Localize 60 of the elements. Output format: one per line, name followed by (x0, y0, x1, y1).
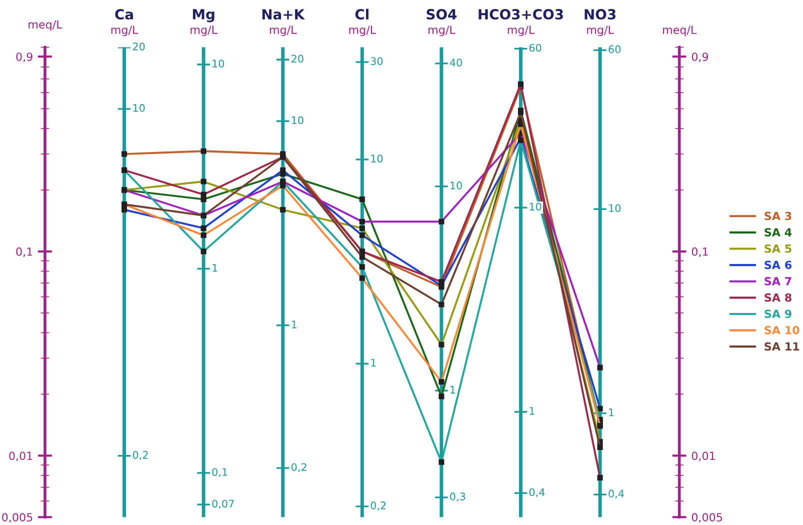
annotation: 0,1 (212, 468, 228, 478)
annotation: 0,07 (212, 500, 234, 509)
annotation: 40 (450, 58, 462, 66)
annotation: 60 (529, 44, 542, 52)
text: 0,9 (16, 52, 32, 62)
annotation: 1 (530, 407, 534, 415)
annotation: 1 (292, 320, 296, 328)
annotation: 1 (212, 264, 218, 272)
x-tick-label: SO4 (426, 9, 457, 20)
annotation: 1 (609, 408, 614, 416)
x-tick-label: Cl (355, 8, 368, 20)
annotation: 10 (609, 204, 621, 212)
text: 0,01 (9, 452, 32, 462)
legend-label: SA 7 (764, 277, 792, 286)
annotation: 10 (133, 104, 145, 112)
x-tick-label: Mg (192, 9, 214, 22)
annotation: 20 (292, 54, 304, 63)
annotation: 1 (450, 386, 456, 394)
x-tick-label: NO3 (584, 9, 616, 20)
text: 0,005 (2, 513, 32, 523)
text: 0,1 (16, 247, 32, 257)
y-tick-label: 0,9 (692, 52, 708, 62)
x-tick-label: Na+K (262, 9, 305, 20)
annotation: 10 (371, 154, 383, 163)
annotation: 60 (608, 45, 621, 54)
text: mg/L (508, 26, 535, 36)
legend-label: SA 4 (764, 228, 792, 236)
legend-label: SA 11 (764, 342, 800, 351)
annotation: 0,2 (132, 450, 148, 460)
annotation: 0,2 (370, 502, 386, 510)
annotation: 10 (450, 182, 462, 190)
text: mg/L (587, 26, 614, 36)
annotation: 20 (132, 42, 145, 50)
text: mg/L (428, 26, 456, 36)
legend-label: SA 8 (764, 293, 792, 302)
text: meq/L (28, 20, 62, 31)
text: mg/L (111, 26, 138, 36)
y-tick-label: 0,005 (692, 513, 722, 523)
text: mg/L (190, 26, 218, 36)
y-axis-title: meq/L (663, 26, 697, 36)
x-tick-label: HCO3+CO3 (478, 9, 563, 20)
y-tick-label: 0,01 (692, 452, 715, 462)
annotation: 0,3 (450, 492, 466, 502)
legend-label: SA 5 (764, 244, 792, 253)
annotation: 0,2 (291, 463, 306, 472)
annotation: 10 (292, 116, 304, 124)
annotation: 10 (530, 202, 542, 211)
x-tick-label: Ca (115, 9, 133, 20)
annotation: 1 (371, 358, 376, 367)
legend-label: SA 3 (764, 212, 792, 220)
annotation: 0,4 (529, 488, 545, 498)
annotation: 30 (370, 57, 383, 66)
annotation: 10 (212, 60, 224, 68)
legend-label: SA 9 (764, 310, 792, 318)
annotation: 0,4 (608, 490, 624, 499)
y-tick-label: 0,1 (692, 247, 708, 257)
text: mg/L (349, 26, 376, 36)
legend-label: SA 6 (764, 260, 792, 270)
text: mg/L (270, 26, 297, 36)
legend-label: SA 10 (764, 326, 800, 334)
